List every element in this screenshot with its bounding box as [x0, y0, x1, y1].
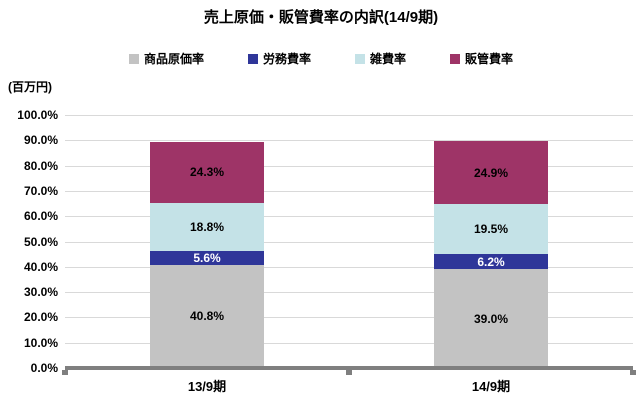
x-category-label: 14/9期: [471, 379, 511, 394]
x-axis-tick: [346, 370, 352, 375]
legend-swatch: [450, 53, 461, 64]
legend-swatch: [247, 53, 258, 64]
gridline: [65, 165, 633, 167]
legend: 商品原価率 労務費率 雑費率 販管費率: [0, 50, 642, 67]
chart-title: 売上原価・販管費率の内訳(14/9期): [203, 9, 439, 26]
bar-segment: 5.6%: [150, 250, 264, 265]
data-label: 6.2%: [477, 254, 505, 269]
legend-label: 販管費率: [465, 52, 514, 66]
gridline: [65, 342, 633, 344]
bar-segment: 40.8%: [150, 264, 264, 368]
plot-area: 40.8% 5.6% 18.8% 24.3% 39.0% 6.2% 19.5% 24.9%: [62, 115, 636, 375]
x-axis-tick: [62, 370, 68, 375]
y-tick-label: 50.0%: [23, 234, 58, 249]
gridline: [65, 115, 633, 116]
gridline: [65, 216, 633, 218]
x-category-label: 13/9期: [187, 379, 227, 394]
x-axis-tick: [630, 370, 636, 375]
bar-segment: 24.9%: [434, 141, 548, 205]
y-axis-unit-label: (百万円): [8, 80, 52, 94]
data-label: 18.8%: [189, 219, 225, 234]
data-label: 5.6%: [193, 250, 221, 265]
bar-segment: 18.8%: [150, 203, 264, 251]
gridline: [65, 190, 633, 192]
gridline: [65, 292, 633, 294]
y-axis-labels: 100.0% 90.0% 80.0% 70.0% 60.0% 50.0% 40.0% 30.0…: [0, 108, 58, 375]
bar-segment: 39.0%: [434, 269, 548, 368]
bar-segment: 6.2%: [434, 253, 548, 270]
y-tick-label: 60.0%: [23, 209, 58, 224]
legend-item: 労務費率: [247, 50, 311, 67]
bar-segment: 19.5%: [434, 204, 548, 254]
y-tick-label: 70.0%: [23, 183, 58, 198]
y-tick-label: 90.0%: [23, 133, 58, 148]
gridline: [65, 241, 633, 243]
legend-swatch: [128, 53, 139, 64]
gridline: [65, 140, 633, 142]
legend-item: 販管費率: [450, 50, 513, 67]
legend-item: 商品原価率: [128, 50, 204, 67]
legend-label: 雑費率: [370, 52, 407, 66]
data-label: 24.3%: [189, 165, 225, 180]
bar-segment: 24.3%: [150, 141, 264, 204]
gridline: [65, 266, 633, 268]
data-label: 39.0%: [473, 311, 509, 326]
legend-item: 雑費率: [355, 50, 406, 67]
legend-label: 労務費率: [262, 52, 311, 66]
y-tick-label: 80.0%: [23, 158, 58, 173]
data-label: 24.9%: [473, 165, 509, 180]
legend-label: 商品原価率: [143, 52, 204, 66]
y-tick-label: 100.0%: [17, 108, 58, 122]
stacked-bar: 40.8% 5.6% 18.8% 24.3%: [150, 141, 264, 368]
data-label: 19.5%: [473, 222, 509, 236]
y-tick-label: 40.0%: [23, 259, 58, 274]
gridline: [65, 317, 633, 319]
y-tick-label: 20.0%: [23, 310, 58, 325]
x-axis-labels: 13/9期 14/9期: [65, 376, 633, 396]
y-tick-label: 30.0%: [23, 285, 58, 300]
y-tick-label: 0.0%: [30, 361, 58, 375]
stacked-bar: 39.0% 6.2% 19.5% 24.9%: [434, 141, 548, 368]
y-tick-label: 10.0%: [23, 335, 58, 350]
legend-swatch: [355, 53, 365, 64]
x-axis-line: [65, 366, 633, 370]
data-label: 40.8%: [189, 309, 225, 324]
